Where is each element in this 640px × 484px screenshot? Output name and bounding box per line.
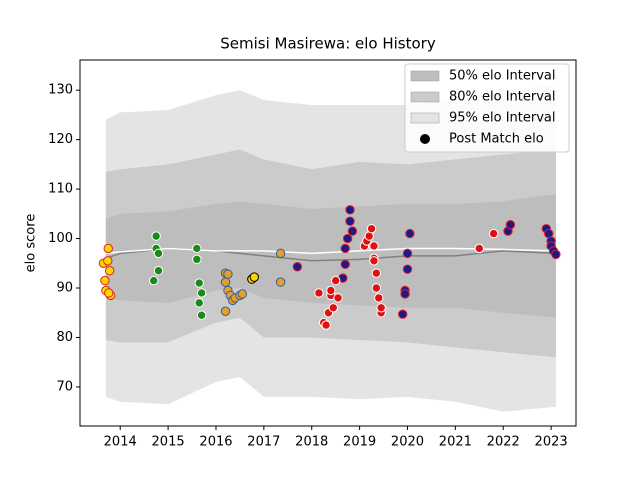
match-point [505,220,516,230]
match-point [275,277,286,287]
y-tick-label: 120 [48,132,73,147]
match-point [196,288,207,298]
match-point [347,226,358,236]
match-point [397,309,408,319]
match-point [220,277,231,287]
x-tick-label: 2019 [343,435,376,450]
match-point [340,243,350,254]
legend-label: 50% elo Interval [449,69,556,84]
match-point [220,306,231,316]
match-point [340,259,350,269]
match-point [369,241,379,251]
x-tick-label: 2014 [104,435,137,450]
legend-swatch [410,112,440,124]
x-tick-label: 2021 [439,435,472,450]
match-point [374,293,384,303]
match-point [376,303,386,313]
legend-swatch [410,70,440,82]
match-point [194,278,204,288]
y-tick-label: 70 [56,379,73,394]
y-tick-label: 100 [48,231,73,246]
match-point [153,265,164,276]
x-tick-label: 2023 [535,435,568,450]
match-point [103,256,113,266]
y-tick-label: 110 [48,182,73,197]
match-point [333,293,343,303]
match-point [366,223,377,234]
match-point [328,303,338,313]
match-point [104,265,115,276]
match-point [371,268,382,278]
match-point [326,285,336,296]
legend-swatch [410,91,440,103]
y-tick-label: 130 [48,83,73,98]
match-point [149,275,159,286]
match-point [371,283,382,293]
match-point [153,248,164,259]
x-tick-label: 2016 [199,435,232,450]
match-point [474,243,484,254]
match-point [402,264,413,274]
x-tick-label: 2018 [295,435,328,450]
interval-band [105,194,556,318]
legend-label: Post Match elo [449,132,544,147]
match-point [292,262,303,272]
match-point [314,288,324,298]
match-point [330,275,341,286]
match-point [345,205,355,215]
match-point [342,233,353,244]
match-point [369,256,379,266]
x-tick-label: 2020 [391,435,424,450]
match-point [402,248,413,259]
match-point [249,272,259,282]
legend-box [404,63,570,153]
legend-label: 80% elo Interval [449,90,556,105]
match-point [194,298,204,308]
y-tick-label: 90 [56,281,73,296]
x-tick-label: 2017 [247,435,280,450]
match-point [196,310,207,320]
match-point [345,216,355,226]
match-point [223,269,233,279]
match-point [488,228,499,239]
legend-label: 95% elo Interval [449,111,556,126]
y-tick-label: 80 [56,330,73,345]
match-point [400,289,410,299]
plot-frame [79,59,577,427]
match-point [321,320,331,330]
match-point [151,231,161,241]
match-point [237,289,248,299]
match-point [551,249,561,260]
y-axis-label: elo score [24,214,39,273]
match-point [103,243,113,254]
match-point [100,275,110,286]
x-tick-label: 2022 [487,435,520,450]
match-point [405,228,415,239]
match-point [192,254,202,265]
chart-title: Semisi Masirewa: elo History [220,35,436,53]
x-tick-label: 2015 [152,435,185,450]
match-point [104,288,114,298]
match-point [275,248,286,259]
match-point [192,243,202,254]
legend-marker [420,134,430,144]
